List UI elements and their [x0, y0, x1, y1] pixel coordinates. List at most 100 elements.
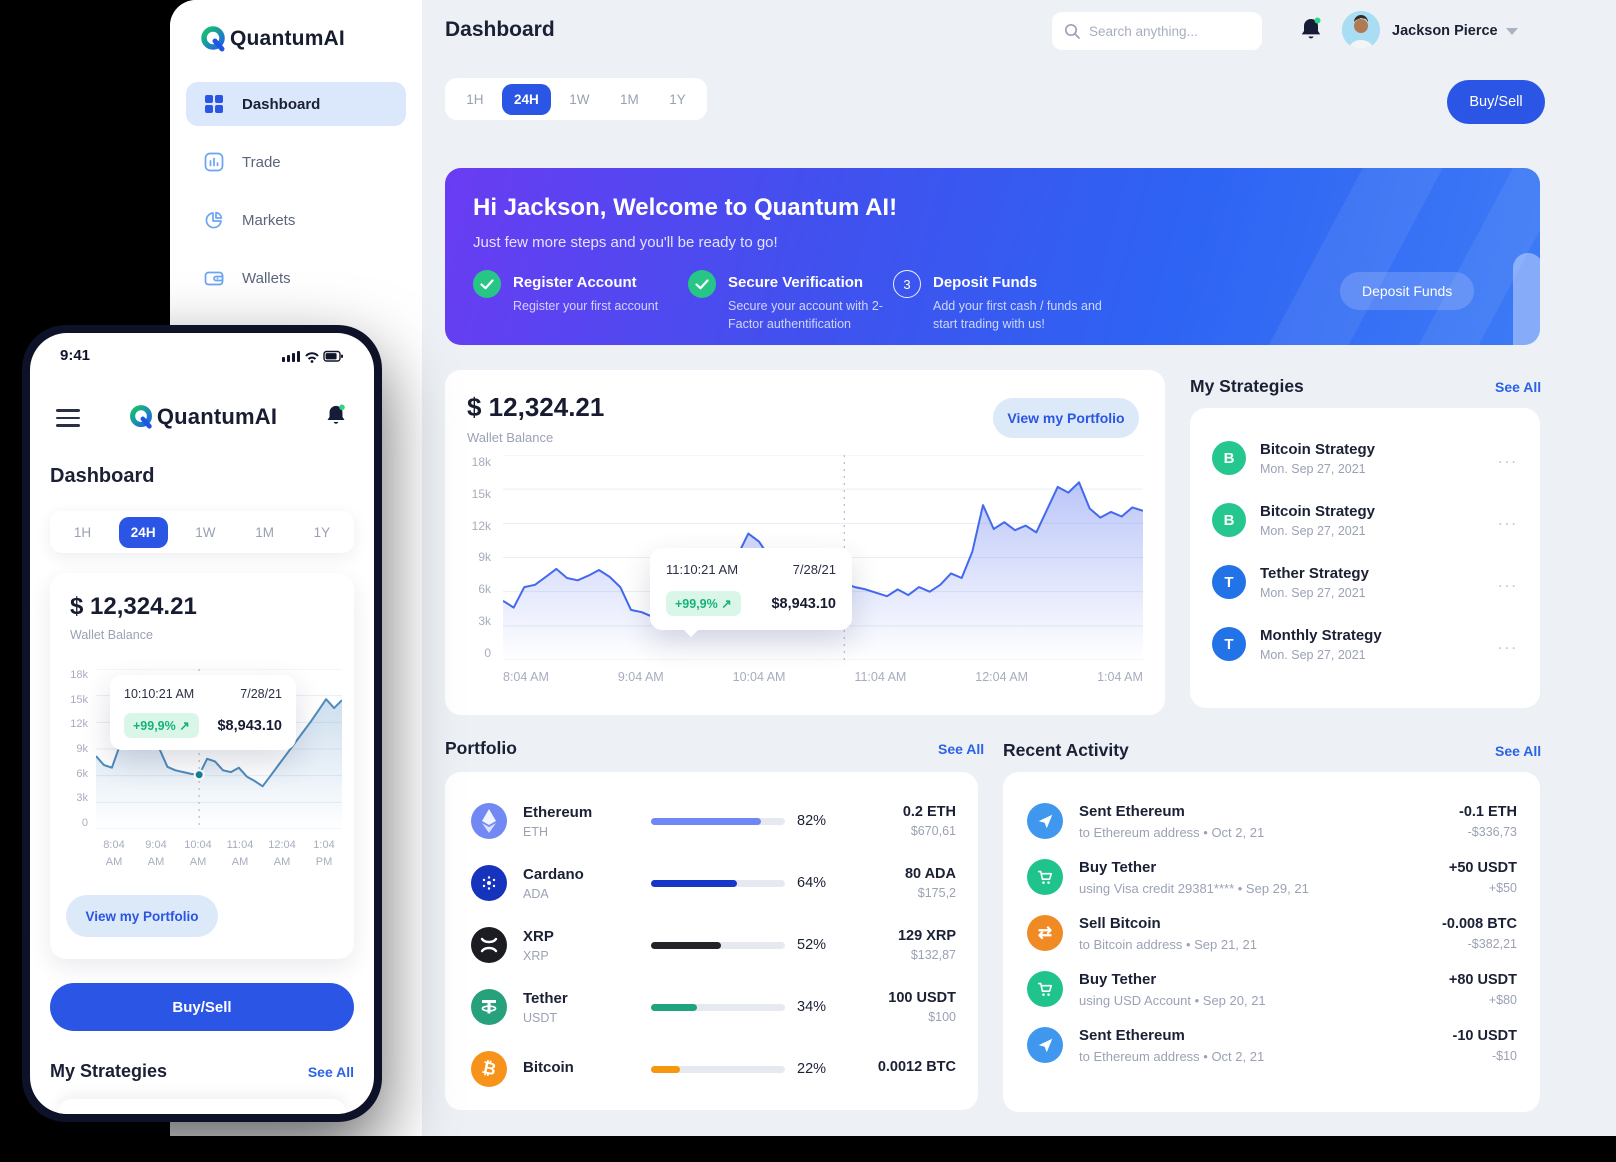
tab-1w[interactable]: 1W [195, 524, 216, 540]
portfolio-heading: Portfolio [445, 738, 517, 758]
phone-wallet-card: $ 12,324.21 Wallet Balance 18k 15k 12k 9k 6k… [50, 573, 354, 959]
activity-row[interactable]: Sent Ethereum to Ethereum address • Oct … [1027, 1022, 1517, 1068]
sidebar-item-markets[interactable]: Markets [186, 198, 406, 242]
tab-1m[interactable]: 1M [619, 91, 639, 107]
tab-1h[interactable]: 1H [466, 91, 484, 107]
phone-next-card-edge [58, 1099, 346, 1114]
sidebar-item-trade[interactable]: Trade [186, 140, 406, 184]
more-options-icon[interactable]: ... [1497, 634, 1518, 653]
activity-title: Sent Ethereum [1079, 1026, 1185, 1044]
more-options-icon[interactable]: ... [1497, 510, 1518, 529]
portfolio-row-bitcoin[interactable]: ₿ Bitcoin 22% 0.0012 BTC [471, 1044, 956, 1094]
strategy-list-item[interactable]: B Bitcoin Strategy Mon. Sep 27, 2021 ... [1212, 434, 1518, 482]
coin-amount: 129 XRP [897, 928, 956, 944]
activity-value: +$80 [1488, 992, 1517, 1007]
bar-chart-icon [204, 152, 224, 172]
notifications-button[interactable] [324, 403, 348, 431]
more-options-icon[interactable]: ... [1497, 572, 1518, 591]
search-icon [1064, 23, 1080, 39]
strategies-card: B Bitcoin Strategy Mon. Sep 27, 2021 ...… [1190, 408, 1540, 708]
strategies-see-all-link[interactable]: See All [1495, 379, 1542, 395]
coin-name: Ethereum [523, 803, 593, 821]
activity-row[interactable]: Buy Tether using USD Account • Sep 20, 2… [1027, 966, 1517, 1012]
coin-name: XRP [523, 927, 554, 945]
phone-status-bar: 9:41 [30, 347, 374, 364]
activity-value: -$10 [1491, 1048, 1517, 1063]
deposit-funds-button[interactable]: Deposit Funds [1340, 272, 1475, 310]
tooltip-date: 7/28/21 [792, 562, 836, 577]
sidebar-item-label: Wallets [242, 269, 291, 287]
phone-screen: 9:41 Q [30, 333, 374, 1114]
allocation-bar [651, 941, 785, 949]
activity-amount: -10 USDT [1452, 1027, 1517, 1044]
portfolio-row-xrp[interactable]: XRP XRP 52% 129 XRP $132,87 [471, 920, 956, 970]
check-icon [688, 270, 716, 298]
strategy-list-item[interactable]: T Monthly Strategy Mon. Sep 27, 2021 ... [1212, 620, 1518, 668]
search-box[interactable] [1052, 12, 1262, 50]
activity-see-all-link[interactable]: See All [1495, 743, 1542, 759]
coin-symbol: XRP [523, 948, 549, 963]
portfolio-row-ethereum[interactable]: Ethereum ETH 82% 0.2 ETH $670,61 [471, 796, 956, 846]
view-portfolio-button[interactable]: View my Portfolio [66, 895, 218, 937]
cardano-icon [471, 865, 507, 901]
chevron-down-icon[interactable] [1506, 28, 1518, 35]
activity-row[interactable]: Buy Tether using Visa credit 29381**** •… [1027, 854, 1517, 900]
search-input[interactable] [1089, 23, 1249, 39]
portfolio-row-cardano[interactable]: Cardano ADA 64% 80 ADA $175,2 [471, 858, 956, 908]
sidebar-item-wallets[interactable]: Wallets [186, 256, 406, 300]
allocation-bar-fill [651, 941, 721, 949]
activity-amount: +80 USDT [1448, 971, 1517, 988]
brand-q-icon [201, 26, 225, 52]
activity-title: Buy Tether [1079, 858, 1157, 876]
cart-icon [1027, 859, 1063, 895]
coin-value: $670,61 [910, 824, 956, 838]
activity-row[interactable]: ⇄ Sell Bitcoin to Bitcoin address • Sep … [1027, 910, 1517, 956]
portfolio-see-all-link[interactable]: See All [938, 741, 985, 757]
tab-24h[interactable]: 24H [501, 83, 551, 115]
tooltip-time: 10:10:21 AM [124, 687, 195, 701]
portfolio-row-tether[interactable]: Tether USDT 34% 100 USDT $100 [471, 982, 956, 1032]
tab-1h[interactable]: 1H [73, 524, 92, 540]
buy-sell-button[interactable]: Buy/Sell [1447, 80, 1545, 124]
coin-amount: 100 USDT [888, 990, 956, 1006]
tab-1w[interactable]: 1W [569, 91, 590, 107]
grid-icon [205, 95, 223, 113]
tab-1y[interactable]: 1Y [669, 91, 686, 107]
activity-amount: -0.1 ETH [1458, 803, 1517, 820]
strategy-list-item[interactable]: T Tether Strategy Mon. Sep 27, 2021 ... [1212, 558, 1518, 606]
tab-1y[interactable]: 1Y [313, 524, 331, 540]
page-title: Dashboard [445, 18, 555, 41]
avatar-image [1342, 11, 1380, 49]
view-portfolio-button[interactable]: View my Portfolio [993, 398, 1139, 438]
step-title: Secure Verification [728, 274, 864, 291]
banner-title: Hi Jackson, Welcome to Quantum AI! [473, 194, 898, 221]
allocation-bar [651, 879, 785, 887]
buy-sell-button[interactable]: Buy/Sell [50, 983, 354, 1031]
wallet-line-chart[interactable] [503, 455, 1143, 660]
tooltip-date: 7/28/21 [240, 687, 282, 701]
swap-icon: ⇄ [1027, 915, 1063, 951]
strategy-date: Mon. Sep 27, 2021 [1260, 647, 1366, 662]
sidebar-item-dashboard[interactable]: Dashboard [186, 82, 406, 126]
allocation-bar [651, 1065, 785, 1073]
strategy-list-item[interactable]: B Bitcoin Strategy Mon. Sep 27, 2021 ... [1212, 496, 1518, 544]
tab-24h[interactable]: 24H [118, 516, 168, 548]
strategy-title: Bitcoin Strategy [1260, 440, 1376, 458]
allocation-bar-fill [651, 817, 761, 825]
menu-icon[interactable] [56, 409, 80, 427]
notifications-button[interactable] [1298, 16, 1324, 44]
activity-title: Sell Bitcoin [1079, 914, 1161, 932]
strategies-see-all-link[interactable]: See All [307, 1063, 354, 1080]
allocation-percent: 52% [797, 937, 827, 953]
phone-nav-bar: QuantumAI [30, 403, 374, 433]
coin-amount: 0.0012 BTC [877, 1059, 956, 1075]
coin-symbol: USDT [523, 1010, 558, 1025]
avatar[interactable] [1342, 11, 1380, 49]
activity-row[interactable]: Sent Ethereum to Ethereum address • Oct … [1027, 798, 1517, 844]
brand-name: QuantumAI [230, 27, 345, 50]
tether-badge-icon: T [1212, 565, 1246, 599]
tab-1m[interactable]: 1M [255, 524, 274, 540]
xrp-icon [471, 927, 507, 963]
step-desc: Add your first cash / funds and start tr… [933, 299, 1102, 332]
more-options-icon[interactable]: ... [1497, 448, 1518, 467]
